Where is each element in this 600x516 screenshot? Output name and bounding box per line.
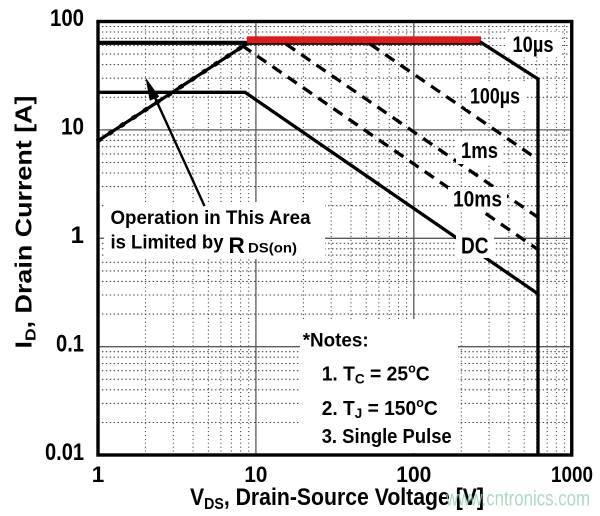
svg-text:DC: DC xyxy=(461,233,489,259)
svg-text:10: 10 xyxy=(244,462,267,487)
svg-text:1: 1 xyxy=(71,222,84,249)
svg-text:www.cntronics.com: www.cntronics.com xyxy=(445,487,590,511)
svg-text:10: 10 xyxy=(61,114,84,141)
svg-text:R: R xyxy=(229,233,245,258)
svg-text:VDS, Drain-Source Voltage [V]: VDS, Drain-Source Voltage [V] xyxy=(190,484,484,513)
svg-text:10ms: 10ms xyxy=(453,187,502,212)
svg-text:Operation in This Area: Operation in This Area xyxy=(111,208,311,229)
svg-text:10µs: 10µs xyxy=(513,32,554,57)
svg-text:ID, Drain Current [A]: ID, Drain Current [A] xyxy=(11,95,40,348)
svg-text:3. Single Pulse: 3. Single Pulse xyxy=(322,426,452,448)
svg-text:1ms: 1ms xyxy=(461,138,498,163)
svg-text:DS(on): DS(on) xyxy=(248,241,297,256)
svg-text:100µs: 100µs xyxy=(470,84,520,109)
svg-text:1: 1 xyxy=(92,462,105,487)
svg-text:0.01: 0.01 xyxy=(45,439,84,466)
svg-text:0.1: 0.1 xyxy=(56,331,84,358)
svg-text:is Limited by: is Limited by xyxy=(111,233,224,254)
svg-text:100: 100 xyxy=(50,5,84,32)
svg-text:1000: 1000 xyxy=(551,462,593,487)
svg-text:100: 100 xyxy=(396,462,431,487)
svg-text:*Notes:: *Notes: xyxy=(303,331,369,352)
